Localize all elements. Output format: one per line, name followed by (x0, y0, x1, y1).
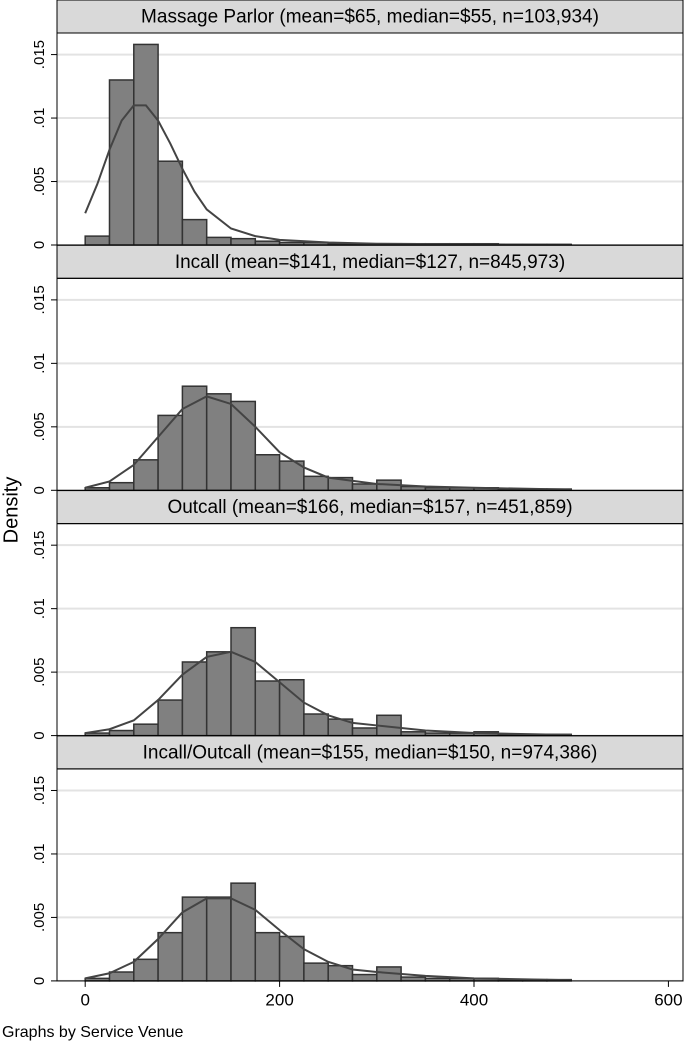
density-curve (84, 395, 572, 491)
y-axis-label: Density (0, 477, 22, 544)
histogram-bar (205, 236, 232, 246)
plot-area (56, 523, 684, 737)
panel-header (56, 735, 684, 770)
x-tick-label: 0 (80, 990, 89, 1009)
histogram-bar (181, 661, 208, 737)
histogram-bar (157, 699, 184, 737)
y-tick-label: .015 (31, 285, 48, 314)
plot-area (56, 768, 684, 982)
y-tick-label: .01 (31, 844, 48, 865)
histogram-bar (205, 393, 232, 492)
x-tick-label: 200 (265, 990, 293, 1009)
panel-header (56, 0, 684, 34)
histogram-bar (278, 678, 305, 737)
histogram-bar (303, 713, 329, 737)
y-tick-label: 0 (31, 241, 48, 249)
histogram-bar (133, 723, 159, 737)
y-tick-label: .005 (31, 658, 48, 687)
histogram-bar (205, 651, 232, 737)
density-curve (84, 104, 572, 246)
histogram-bar (254, 931, 281, 982)
histogram-bar (351, 727, 378, 737)
panel-title: Outcall (mean=$166, median=$157, n=451,8… (167, 497, 572, 518)
histogram-bar (108, 481, 135, 492)
histogram-bar (108, 729, 135, 737)
y-tick-label: 0 (31, 486, 48, 494)
histogram-bar (84, 235, 111, 246)
histogram-bar (108, 79, 135, 246)
x-tick-label: 400 (460, 990, 488, 1009)
y-tick-label: .01 (31, 598, 48, 619)
panel-header (56, 244, 684, 279)
histogram-bar (108, 971, 135, 982)
x-tick-label: 600 (654, 990, 682, 1009)
plot-frame (56, 768, 684, 982)
y-tick-label: .005 (31, 903, 48, 932)
histogram-bar (303, 475, 329, 492)
plot-area (56, 277, 684, 491)
density-curve (84, 897, 572, 982)
histogram-bar (157, 160, 184, 246)
histogram-bar (230, 882, 257, 982)
histogram-bar (230, 237, 257, 246)
panel-header (56, 490, 684, 525)
histogram-bar (157, 414, 184, 492)
y-tick-label: .015 (31, 40, 48, 69)
panel-title: Incall (mean=$141, median=$127, n=845,97… (175, 252, 565, 273)
y-tick-label: 0 (31, 977, 48, 985)
y-tick-label: 0 (31, 731, 48, 739)
y-tick-label: .005 (31, 167, 48, 196)
y-tick-label: .005 (31, 412, 48, 441)
histogram-bar (181, 218, 208, 246)
histogram-bar (254, 454, 281, 492)
histogram-bar (254, 240, 281, 246)
histogram-bar (254, 680, 281, 737)
y-tick-label: .015 (31, 776, 48, 805)
histogram-bar (278, 935, 305, 982)
histogram-bar (230, 626, 257, 737)
panel-title: Massage Parlor (mean=$65, median=$55, n=… (141, 7, 599, 28)
histogram-bar (205, 896, 232, 982)
histogram-bar (400, 976, 427, 982)
y-tick-label: .01 (31, 108, 48, 129)
histogram-bar (133, 43, 159, 246)
density-curve (85, 650, 572, 736)
histogram-bar (351, 973, 378, 982)
histogram-bar (133, 459, 159, 492)
histogram-bar (400, 731, 427, 737)
histogram-bar (303, 962, 329, 982)
histogram-bar (351, 483, 378, 492)
histogram-bar (133, 958, 159, 982)
y-tick-label: .015 (31, 531, 48, 560)
panel-title: Incall/Outcall (mean=$155, median=$150, … (143, 742, 598, 763)
y-tick-label: .01 (31, 353, 48, 374)
histogram-bar (157, 931, 184, 982)
note: Graphs by Service Venue (2, 1024, 184, 1041)
